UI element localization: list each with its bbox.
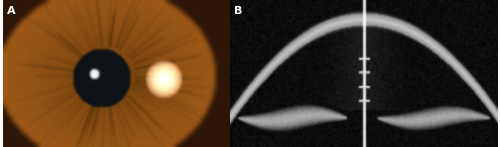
Text: A: A — [6, 6, 16, 16]
Text: B: B — [234, 6, 242, 16]
